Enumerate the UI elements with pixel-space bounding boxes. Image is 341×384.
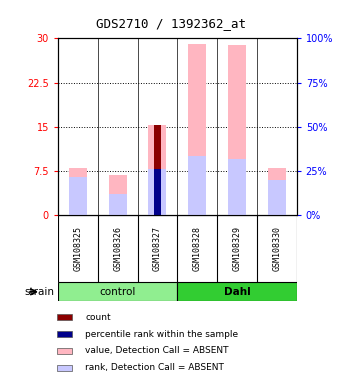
Text: GSM108330: GSM108330 — [272, 226, 281, 271]
Text: value, Detection Call = ABSENT: value, Detection Call = ABSENT — [85, 346, 228, 356]
Text: GSM108325: GSM108325 — [73, 226, 83, 271]
Text: GSM108328: GSM108328 — [193, 226, 202, 271]
Bar — [188, 44, 206, 215]
Bar — [154, 125, 161, 215]
Bar — [148, 125, 166, 215]
Text: count: count — [85, 313, 111, 322]
Text: percentile rank within the sample: percentile rank within the sample — [85, 329, 238, 339]
Bar — [57, 331, 72, 337]
Bar — [268, 180, 286, 215]
Text: control: control — [100, 287, 136, 297]
Text: Dahl: Dahl — [224, 287, 250, 297]
Text: GSM108329: GSM108329 — [233, 226, 241, 271]
Bar — [57, 365, 72, 371]
Bar — [57, 314, 72, 320]
Bar — [109, 175, 127, 215]
Bar — [177, 282, 297, 301]
Text: GSM108327: GSM108327 — [153, 226, 162, 271]
Bar — [69, 177, 87, 215]
Bar — [188, 156, 206, 215]
Text: rank, Detection Call = ABSENT: rank, Detection Call = ABSENT — [85, 363, 224, 372]
Text: strain: strain — [25, 287, 55, 297]
Bar — [154, 169, 161, 215]
Bar — [57, 348, 72, 354]
Bar — [109, 194, 127, 215]
Bar — [228, 45, 246, 215]
Bar — [228, 159, 246, 215]
Bar — [148, 169, 166, 215]
Bar — [69, 168, 87, 215]
Bar — [58, 282, 177, 301]
Bar — [268, 168, 286, 215]
Text: GDS2710 / 1392362_at: GDS2710 / 1392362_at — [95, 17, 246, 30]
Text: GSM108326: GSM108326 — [113, 226, 122, 271]
